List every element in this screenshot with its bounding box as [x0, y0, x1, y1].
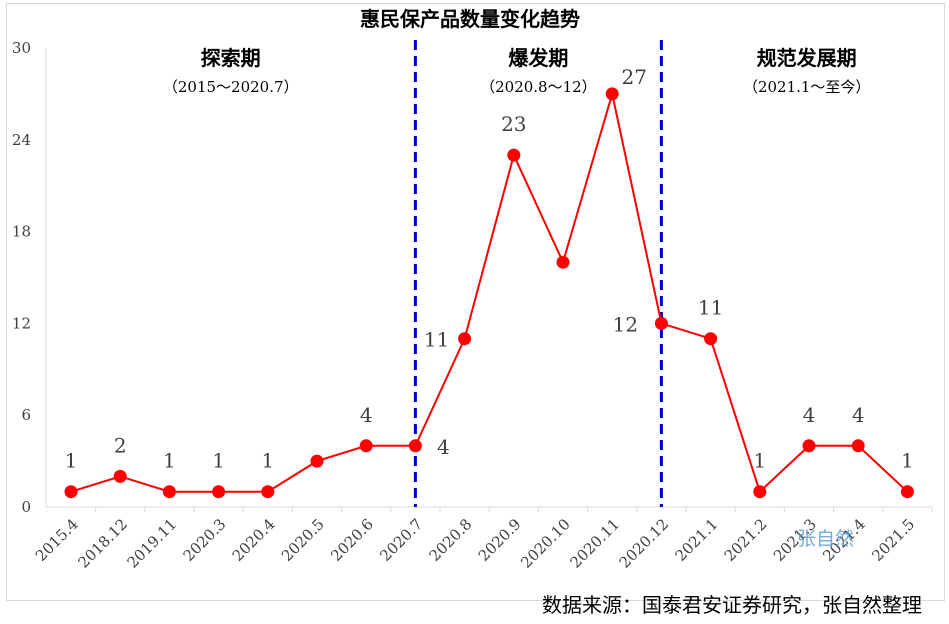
data-point [212, 485, 226, 499]
data-point [458, 332, 472, 346]
x-tick-label: 2020.7 [376, 515, 426, 565]
y-tick-label: 6 [21, 406, 31, 424]
x-tick-label: 2020.4 [229, 515, 279, 565]
x-tick-label: 2021.2 [721, 515, 771, 565]
source-note: 数据来源：国泰君安证券研究，张自然整理 [542, 593, 922, 617]
data-label: 4 [803, 403, 816, 427]
x-tick-label: 2021.5 [868, 515, 918, 565]
phase-range: （2015～2020.7） [163, 78, 299, 96]
data-point [704, 332, 718, 346]
data-point [408, 439, 422, 453]
data-label: 4 [852, 403, 865, 427]
x-tick-label: 2018.12 [74, 515, 131, 572]
data-label: 12 [613, 312, 638, 336]
data-label: 4 [437, 435, 450, 459]
data-label: 4 [360, 403, 373, 427]
series-line [64, 87, 914, 499]
data-point [605, 87, 619, 101]
data-point [654, 316, 668, 330]
data-label: 1 [163, 449, 176, 473]
data-label: 1 [753, 449, 766, 473]
data-point [851, 439, 865, 453]
y-tick-label: 0 [21, 498, 31, 516]
x-tick-label: 2021.1 [672, 515, 722, 565]
phase-range: （2021.1～至今） [743, 78, 871, 96]
data-point [802, 439, 816, 453]
x-tick-label: 2020.9 [475, 515, 525, 565]
series-polyline [70, 93, 909, 494]
x-tick-label: 2020.3 [180, 515, 230, 565]
data-label: 2 [114, 433, 127, 457]
data-point [556, 255, 570, 269]
data-point [359, 439, 373, 453]
x-tick-label: 2020.11 [566, 515, 623, 572]
data-label: 1 [65, 449, 78, 473]
phase-labels: 探索期 （2015～2020.7） 爆发期 （2020.8～12） 规范发展期 （2021… [163, 40, 871, 507]
phase-name: 规范发展期 [757, 46, 857, 70]
data-point [162, 485, 176, 499]
x-tick-label: 2020.5 [278, 515, 328, 565]
data-point [900, 485, 914, 499]
chart-frame [6, 3, 945, 601]
watermark: 张自然 [797, 528, 854, 550]
y-tick-label: 30 [12, 39, 31, 57]
x-tick-label: 2015.4 [32, 515, 82, 565]
data-label: 1 [261, 449, 274, 473]
phase-name: 爆发期 [508, 46, 568, 70]
data-label: 1 [212, 449, 225, 473]
x-tick-label: 2020.12 [616, 515, 673, 572]
x-tick-label: 2020.8 [426, 515, 476, 565]
data-label: 23 [501, 112, 526, 136]
data-label: 11 [424, 328, 449, 352]
data-point [310, 454, 324, 468]
data-label: 11 [698, 296, 723, 320]
phase-name: 探索期 [201, 46, 261, 70]
data-point [113, 469, 127, 483]
chart-title: 惠民保产品数量变化趋势 [360, 7, 580, 31]
data-point [64, 485, 78, 499]
x-tick-label: 2019.11 [124, 515, 181, 572]
y-tick-label: 24 [12, 131, 31, 149]
phase-range: （2020.8～12） [480, 78, 597, 96]
y-tick-label: 12 [12, 314, 31, 332]
data-label: 1 [901, 449, 914, 473]
data-point [261, 485, 275, 499]
data-point [507, 148, 521, 162]
x-tick-label: 2020.6 [327, 515, 377, 565]
data-point [753, 485, 767, 499]
data-label: 27 [621, 65, 646, 89]
x-tick-label: 2020.10 [517, 515, 574, 572]
y-tick-label: 18 [12, 223, 31, 241]
